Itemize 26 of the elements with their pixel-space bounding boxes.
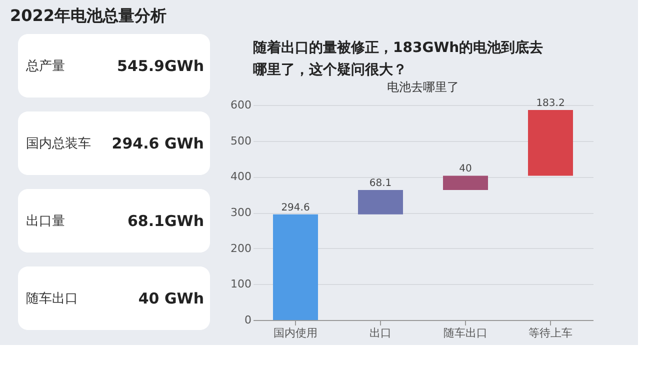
data-label: 183.2 xyxy=(536,98,565,110)
x-axis-title: 电池去哪里了 xyxy=(387,80,459,94)
bar xyxy=(443,176,488,190)
chart-subtitle: 随着出口的量被修正，183GWh的电池到底去哪里了，这个疑问很大？ xyxy=(253,39,544,78)
y-tick-label: 300 xyxy=(230,206,252,219)
x-tick-label: 随车出口 xyxy=(444,326,488,340)
y-tick-label: 600 xyxy=(230,98,252,112)
text: 随车出口 40 GWh xyxy=(26,289,204,308)
text: 2022年电池总量分析 xyxy=(10,6,167,25)
bar xyxy=(528,110,573,176)
data-label: 68.1 xyxy=(369,178,392,190)
bar xyxy=(358,190,403,214)
text: 出口量 68.1GWh xyxy=(26,212,204,230)
y-tick-label: 100 xyxy=(230,278,252,291)
x-tick-label: 国内使用 xyxy=(274,326,318,340)
y-tick-label: 500 xyxy=(230,134,252,148)
text: 总产量 545.9GWh xyxy=(26,56,204,75)
y-tick-label: 400 xyxy=(230,170,252,184)
data-label: 40 xyxy=(459,164,472,175)
x-tick-label: 出口 xyxy=(370,326,392,340)
text: 国内总装车 294.6 GWh xyxy=(26,134,204,152)
x-tick-label: 等待上车 xyxy=(528,326,572,340)
y-tick-label: 200 xyxy=(230,242,252,255)
data-label: 294.6 xyxy=(281,202,310,214)
y-tick-label: 0 xyxy=(244,314,252,326)
bar xyxy=(273,214,318,320)
